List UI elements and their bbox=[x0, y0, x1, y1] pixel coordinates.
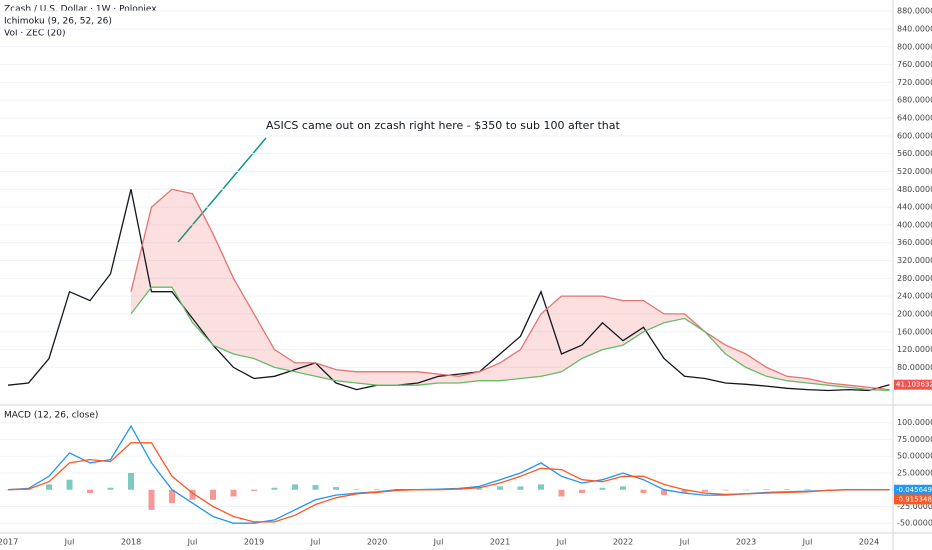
x-tick-label: 2022 bbox=[613, 538, 633, 547]
histogram-bar bbox=[620, 486, 626, 490]
last-value-tag bbox=[894, 379, 932, 390]
y-tick-label: -50.000000 bbox=[897, 519, 932, 528]
x-tick-label: Jul bbox=[187, 538, 198, 547]
x-tick-label: 2017 bbox=[0, 538, 18, 547]
histogram-bar bbox=[46, 484, 52, 490]
histogram-bar bbox=[5, 489, 11, 491]
x-tick-label: 2018 bbox=[121, 538, 141, 547]
y-tick-label: 760.000000 bbox=[897, 60, 932, 69]
x-tick-label: 2023 bbox=[736, 538, 756, 547]
histogram-bar bbox=[374, 489, 380, 490]
histogram-bar bbox=[87, 489, 93, 494]
series-line bbox=[130, 286, 890, 392]
histogram-bar bbox=[189, 489, 196, 500]
indicator-label: Vol · ZEC (20) bbox=[4, 29, 66, 39]
x-tick-label: 2019 bbox=[244, 538, 264, 547]
x-tick-label: Jul bbox=[433, 538, 444, 547]
histogram-bar bbox=[804, 489, 811, 490]
histogram-bar bbox=[66, 479, 73, 490]
histogram-bar bbox=[599, 487, 606, 490]
x-tick-label: 2021 bbox=[490, 538, 510, 547]
y-tick-label: 75.000000 bbox=[897, 435, 932, 444]
x-tick-label: Jul bbox=[556, 538, 567, 547]
histogram-bar bbox=[353, 489, 360, 490]
histogram-bar bbox=[333, 487, 339, 490]
y-tick-label: 240.000000 bbox=[897, 292, 932, 301]
indicator-label: Ichimoku (9, 26, 52, 26) bbox=[4, 17, 112, 27]
y-tick-label: 25.000000 bbox=[897, 468, 932, 477]
y-tick-label: -25.000000 bbox=[897, 502, 932, 511]
histogram-bar bbox=[210, 489, 216, 500]
y-tick-label: 600.000000 bbox=[897, 131, 932, 140]
histogram-bar bbox=[148, 489, 155, 510]
y-tick-label: 520.000000 bbox=[897, 167, 932, 176]
histogram-bar bbox=[640, 489, 647, 494]
histogram-bar bbox=[579, 489, 585, 494]
y-tick-label: 100.000000 bbox=[897, 418, 932, 427]
y-tick-label: 80.000000 bbox=[897, 363, 932, 372]
y-tick-label: 800.000000 bbox=[897, 42, 932, 51]
histogram-bar bbox=[169, 489, 175, 504]
y-tick-label: 400.000000 bbox=[897, 220, 932, 229]
last-value-label: -0.915348 bbox=[896, 495, 932, 503]
histogram-bar bbox=[702, 489, 708, 492]
y-tick-label: 120.000000 bbox=[897, 345, 932, 354]
histogram-bar bbox=[251, 489, 257, 492]
x-tick-label: Jul bbox=[310, 538, 321, 547]
histogram-bar bbox=[722, 489, 729, 491]
series-line bbox=[7, 442, 890, 523]
histogram-bar bbox=[763, 489, 770, 490]
x-tick-label: Jul bbox=[802, 538, 813, 547]
last-value-label: 41.103632 bbox=[896, 381, 932, 389]
last-value-label: -0.045649 bbox=[896, 486, 932, 494]
x-tick-label: Jul bbox=[64, 538, 75, 547]
y-tick-label: 480.000000 bbox=[897, 185, 932, 194]
y-tick-label: 200.000000 bbox=[897, 309, 932, 318]
y-tick-label: 880.000000 bbox=[897, 7, 932, 16]
histogram-bar bbox=[476, 488, 483, 490]
histogram-bar bbox=[517, 486, 524, 490]
y-tick-label: 50.000000 bbox=[897, 452, 932, 461]
y-tick-label: 320.000000 bbox=[897, 256, 932, 265]
histogram-bar bbox=[230, 489, 237, 497]
y-tick-label: 160.000000 bbox=[897, 327, 932, 336]
y-tick-label: 680.000000 bbox=[897, 96, 932, 105]
y-tick-label: 360.000000 bbox=[897, 238, 932, 247]
y-tick-label: 640.000000 bbox=[897, 114, 932, 123]
chart-title: Zcash / U.S. Dollar · 1W · Poloniex bbox=[4, 5, 157, 15]
histogram-bar bbox=[271, 487, 278, 490]
annotation: ASICS came out on zcash right here - $35… bbox=[266, 119, 620, 132]
histogram-bar bbox=[538, 484, 544, 490]
last-value-tag bbox=[894, 484, 932, 495]
x-tick-label: 2020 bbox=[367, 538, 387, 547]
histogram-bar bbox=[681, 489, 688, 494]
series-line bbox=[130, 188, 890, 391]
x-tick-label: Jul bbox=[679, 538, 690, 547]
y-tick-label: 720.000000 bbox=[897, 78, 932, 87]
last-value-tag bbox=[894, 494, 932, 505]
histogram-bar bbox=[292, 484, 298, 490]
macd-title: MACD (12, 26, close) bbox=[4, 411, 98, 421]
histogram-bar bbox=[784, 489, 790, 490]
histogram-bar bbox=[558, 489, 565, 497]
histogram-bar bbox=[312, 485, 319, 490]
histogram-bar bbox=[107, 487, 114, 490]
histogram-bar bbox=[128, 472, 134, 490]
y-tick-label: 560.000000 bbox=[897, 149, 932, 158]
y-tick-label: 840.000000 bbox=[897, 24, 932, 33]
histogram-bar bbox=[497, 486, 503, 490]
x-tick-label: 2024 bbox=[859, 538, 879, 547]
histogram-bar bbox=[743, 489, 749, 491]
histogram-bar bbox=[661, 489, 667, 496]
y-tick-label: 440.000000 bbox=[897, 203, 932, 212]
y-tick-label: 280.000000 bbox=[897, 274, 932, 283]
